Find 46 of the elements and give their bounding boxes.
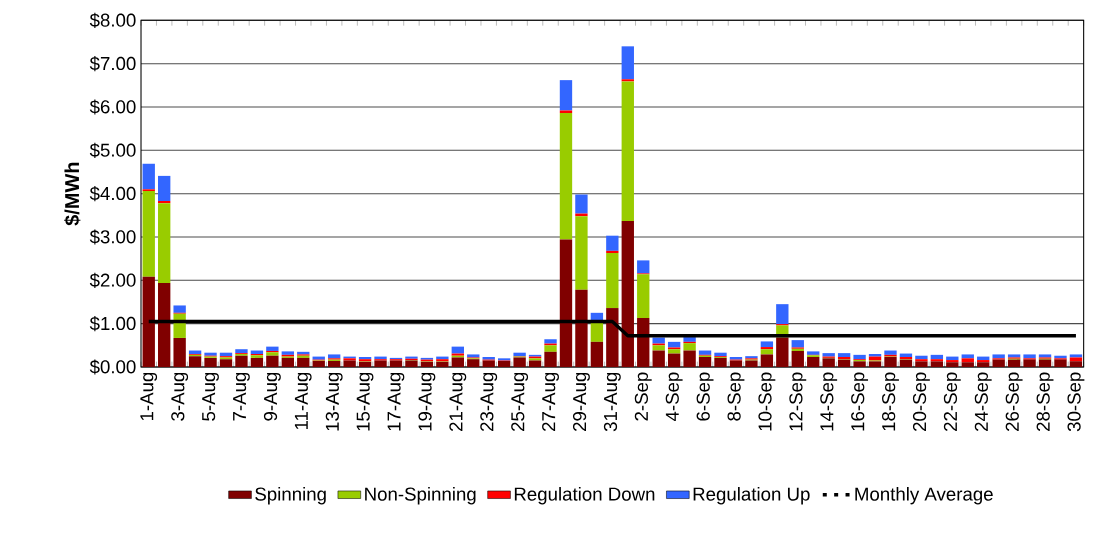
x-tick-label: 8-Sep (727, 372, 745, 421)
x-tick-label: 9-Aug (263, 372, 281, 421)
x-tick-label: 16-Sep (851, 372, 869, 431)
y-tick-label: $8.00 (89, 12, 136, 28)
x-tick-label: 25-Aug (511, 372, 529, 431)
y-tick-label: $0.00 (89, 359, 136, 375)
x-tick-label: 17-Aug (387, 372, 405, 431)
x-tick-label: 28-Sep (1036, 372, 1054, 431)
y-tick-label: $6.00 (89, 99, 136, 115)
legend-label: Spinning (255, 486, 326, 505)
x-tick-label: 30-Sep (1067, 372, 1085, 432)
y-tick-label: $3.00 (89, 229, 136, 245)
y-tick-label: $1.00 (89, 316, 136, 332)
x-tick-label: 2-Sep (634, 372, 652, 421)
x-tick-label: 22-Sep (943, 372, 961, 431)
x-tick-label: 31-Aug (603, 372, 621, 432)
y-tick-label: $4.00 (89, 186, 136, 202)
x-tick-label: 27-Aug (542, 372, 559, 431)
x-tick-label: 13-Aug (325, 372, 343, 431)
x-tick-label: 5-Aug (202, 372, 219, 421)
x-tick-label: 21-Aug (449, 372, 467, 431)
y-axis-title: $/MWh (64, 162, 81, 226)
legend-label: Regulation Down (514, 486, 655, 505)
x-tick-label: 4-Sep (665, 372, 683, 422)
x-tick-label: 11-Aug (294, 372, 312, 430)
legend-label: Non-Spinning (365, 486, 476, 505)
x-tick-label: 19-Aug (418, 372, 436, 431)
x-tick-label: 20-Sep (912, 372, 930, 431)
x-tick-label: 24-Sep (974, 372, 992, 431)
x-tick-label: 18-Sep (882, 372, 899, 431)
x-tick-label: 1-Aug (140, 372, 158, 421)
x-tick-label: 15-Aug (356, 372, 374, 431)
x-tick-label: 26-Sep (1005, 372, 1023, 431)
x-tick-label: 7-Aug (233, 372, 250, 421)
legend-label: Monthly Average (855, 486, 993, 505)
x-tick-label: 12-Sep (789, 372, 807, 431)
x-tick-label: 23-Aug (480, 372, 498, 431)
x-tick-label: 29-Aug (572, 372, 590, 431)
y-tick-label: $7.00 (89, 56, 136, 72)
x-tick-label: 6-Sep (696, 372, 714, 421)
x-tick-label: 3-Aug (171, 372, 189, 421)
y-tick-label: $2.00 (89, 272, 136, 288)
legend-label: Regulation Up (693, 486, 810, 505)
y-tick-label: $5.00 (89, 142, 136, 158)
x-tick-label: 10-Sep (758, 372, 776, 431)
x-tick-label: 14-Sep (820, 372, 838, 431)
